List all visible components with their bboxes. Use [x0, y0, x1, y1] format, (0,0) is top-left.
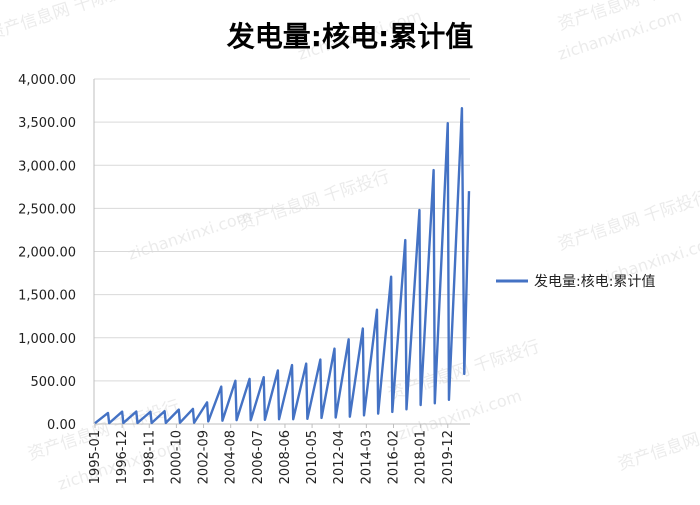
x-tick-label: 1996-12	[115, 430, 130, 484]
legend: 发电量:核电:累计值	[496, 274, 655, 290]
y-tick-label: 0.00	[47, 418, 76, 433]
x-tick-labels: 1995-01 1996-12 1998-11 2000-10 2002-09 2004-…	[88, 430, 456, 484]
watermark-text: 资产信息网 千际投行	[235, 167, 392, 235]
y-tick-label: 2,500.00	[18, 202, 76, 217]
x-tick-label: 2002-09	[197, 430, 212, 484]
x-tick-label: 2016-02	[386, 430, 401, 484]
x-tick-label: 1995-01	[88, 430, 103, 484]
chart-title: 发电量:核电:累计值	[226, 20, 473, 53]
series-layer	[94, 106, 471, 425]
x-tick-label: 2008-06	[278, 430, 293, 484]
x-tick-label: 2012-04	[332, 430, 347, 484]
legend-label: 发电量:核电:累计值	[534, 274, 655, 290]
watermark-text: 资产信息网 千际投行	[615, 407, 700, 475]
x-tick-label: 2004-08	[224, 430, 239, 484]
x-tick-label: 2014-03	[359, 430, 374, 484]
watermark-text: zichanxinxi.com	[125, 206, 254, 264]
axes	[93, 79, 470, 428]
x-tick-label: 2018-01	[414, 430, 429, 484]
y-tick-label: 3,000.00	[18, 159, 76, 174]
series-line	[94, 106, 471, 425]
y-tick-label: 500.00	[31, 375, 77, 390]
gridlines	[94, 78, 470, 382]
y-tick-label: 2,000.00	[18, 246, 76, 261]
y-tick-label: 4,000.00	[18, 73, 76, 88]
x-tick-label: 1998-11	[142, 430, 157, 484]
x-tick-label: 2000-10	[169, 430, 184, 484]
y-tick-label: 1,000.00	[18, 332, 76, 347]
watermark-text: 资产信息网 千际投行	[0, 0, 142, 45]
y-tick-label: 3,500.00	[18, 116, 76, 131]
x-tick-label: 2019-12	[441, 430, 456, 484]
x-tick-label: 2010-05	[305, 430, 320, 484]
y-tick-labels: 0.00 500.00 1,000.00 1,500.00 2,000.00 2,500.…	[18, 73, 76, 433]
y-tick-label: 1,500.00	[18, 289, 76, 304]
x-tick-label: 2006-07	[251, 430, 266, 484]
